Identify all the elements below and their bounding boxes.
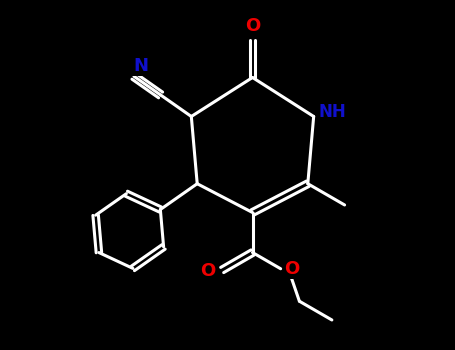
Text: NH: NH bbox=[319, 104, 347, 121]
Text: N: N bbox=[133, 57, 148, 75]
Text: O: O bbox=[201, 262, 216, 280]
Text: O: O bbox=[284, 260, 299, 278]
Text: O: O bbox=[245, 17, 260, 35]
